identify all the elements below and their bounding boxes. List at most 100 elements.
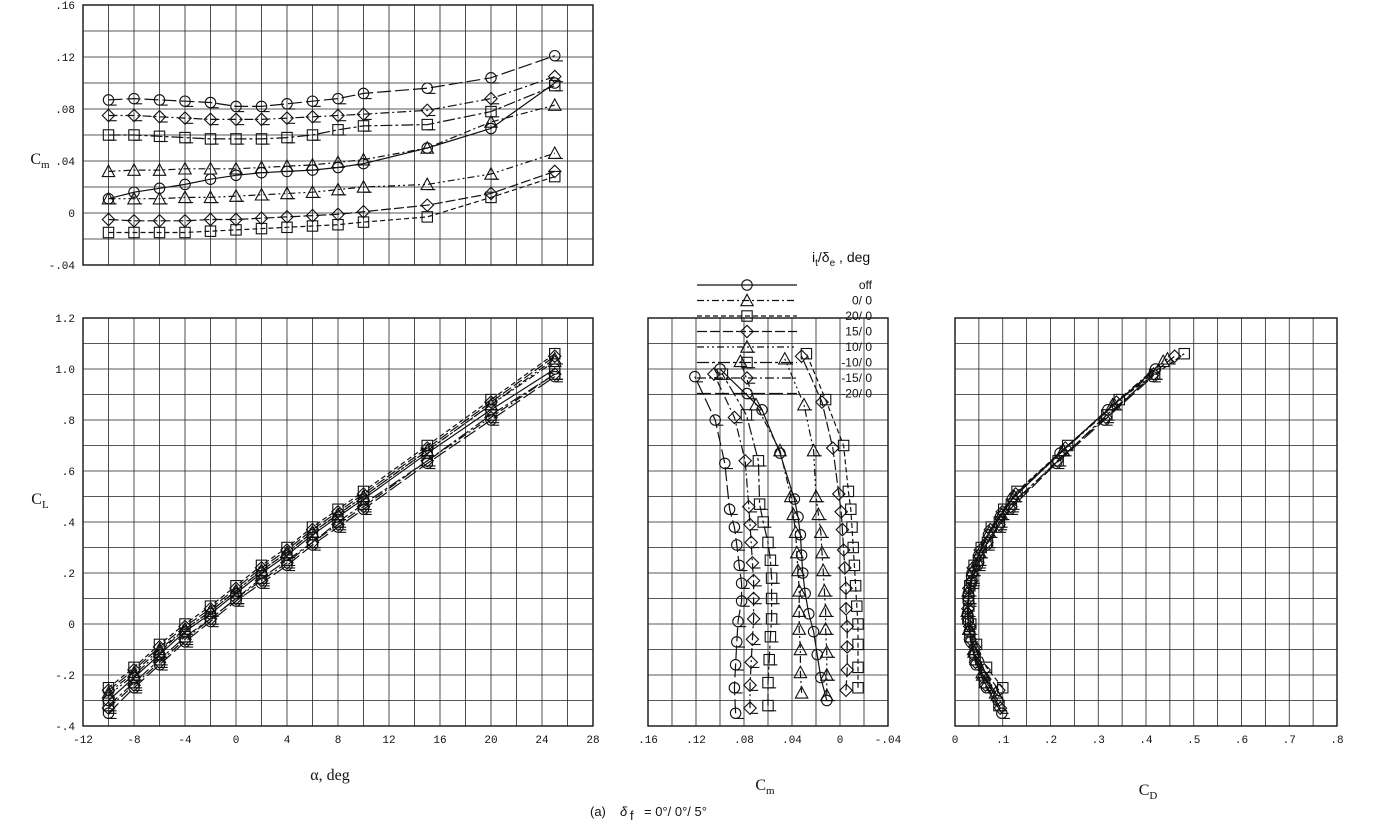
data-point: [177, 161, 193, 175]
data-point: [254, 211, 269, 226]
data-point: [228, 161, 244, 175]
data-point: [815, 395, 829, 410]
data-point: [230, 224, 242, 236]
series-2: [733, 353, 809, 699]
data-point: [746, 573, 761, 588]
series-line: [108, 176, 555, 234]
series-5: [960, 351, 1176, 702]
x-axis-label: CD: [1139, 782, 1158, 802]
data-point: [152, 655, 167, 670]
x-tick-label: 4: [284, 735, 291, 747]
series-line: [801, 355, 848, 691]
series-line: [721, 373, 773, 706]
chart-panel-2: 1.2 1.0 .8 .6 .4 .2 0 -.2 -.4-12 -8 -4 0 4 8 12 16 20 24 2…: [31, 314, 599, 784]
x-tick-label: 24: [535, 735, 549, 747]
data-point: [484, 91, 498, 106]
chart-panels: .16 .12 .08 .04 0 -.04 Cm 1.2 1.0 .8 .6 .4 .2 0 -.2 -.4…: [30, 1, 1343, 802]
data-point: [968, 655, 983, 670]
series-7: [101, 367, 563, 716]
data-point: [839, 601, 853, 616]
data-point: [745, 555, 760, 570]
data-point: [547, 367, 562, 382]
data-point: [484, 186, 498, 201]
data-point: [254, 112, 269, 127]
data-point: [331, 108, 345, 123]
data-point: [203, 112, 218, 127]
data-point: [229, 591, 243, 606]
series-line: [108, 376, 556, 714]
legend-row-1: off: [697, 278, 873, 292]
data-point: [707, 367, 721, 382]
data-point: [280, 209, 294, 224]
x-tick-label: -8: [127, 735, 140, 747]
data-point: [834, 504, 849, 519]
data-point: [790, 563, 806, 577]
data-point: [970, 555, 985, 570]
data-point: [178, 213, 192, 228]
x-tick-label: 0: [837, 735, 844, 747]
series-2: [101, 97, 562, 178]
y-tick-label: 1.2: [55, 314, 75, 326]
series-line: [805, 353, 859, 688]
series-line: [108, 373, 556, 709]
data-point: [794, 349, 809, 364]
grid: [955, 318, 1337, 726]
data-point: [852, 661, 864, 674]
data-point: [741, 310, 753, 322]
legend-row-8: -20/ 0: [697, 387, 872, 401]
data-point: [127, 108, 141, 123]
data-point: [128, 661, 140, 674]
x-axis-label: α, deg: [310, 767, 349, 784]
x-tick-label: .04: [782, 735, 802, 747]
grid: [648, 318, 888, 726]
chart-panel-1: .16 .12 .08 .04 0 -.04 Cm: [30, 1, 594, 273]
data-point: [126, 162, 142, 176]
y-tick-label: 1.0: [55, 365, 75, 377]
data-point: [746, 591, 761, 606]
data-point: [203, 601, 218, 616]
data-point: [127, 213, 141, 228]
data-point: [835, 522, 850, 537]
data-point: [815, 671, 827, 684]
data-point: [792, 511, 804, 523]
series-line: [967, 373, 1155, 706]
data-point: [279, 158, 295, 172]
data-point: [101, 212, 116, 227]
y-tick-label: 0: [68, 620, 75, 632]
data-point: [420, 140, 435, 154]
x-tick-label: .5: [1187, 735, 1200, 747]
data-point: [305, 208, 320, 223]
y-tick-label: .08: [55, 105, 75, 117]
y-tick-label: .8: [62, 416, 75, 428]
data-point: [807, 625, 820, 638]
data-point: [152, 109, 167, 124]
caption-delta: δ: [620, 804, 628, 819]
series-line: [694, 376, 743, 714]
data-point: [792, 583, 807, 597]
legend-label: -20/ 0: [841, 387, 872, 401]
series-7: [707, 367, 762, 716]
data-point: [852, 618, 864, 630]
data-point: [330, 154, 346, 169]
y-tick-label: .6: [62, 467, 75, 479]
data-point: [825, 441, 840, 456]
series-5: [777, 351, 835, 702]
data-point: [305, 109, 320, 124]
data-point: [230, 169, 242, 182]
series-line: [966, 358, 1168, 696]
data-point: [229, 112, 243, 127]
data-point: [152, 639, 167, 654]
data-point: [840, 639, 855, 654]
chart-panel-3: .16 .12 .08 .04 0 -.04 Cm: [638, 317, 902, 797]
caption-value: = 0°/ 0°/ 5°: [644, 804, 707, 819]
x-tick-label: -4: [178, 735, 192, 747]
series-line: [108, 82, 556, 200]
data-point: [1156, 353, 1171, 368]
series-line: [719, 368, 828, 701]
legend: it/δe , deg off 0/ 020/ 0 15/ 010/ 0 -10/ 0…: [697, 249, 873, 401]
grid: [83, 5, 593, 265]
figure-caption: (a) δ f = 0°/ 0°/ 5°: [590, 804, 707, 823]
data-point: [739, 293, 755, 307]
chart-panel-4: 0 .1 .2 .3 .4 .5 .6 .7 .8 CD: [952, 317, 1344, 802]
